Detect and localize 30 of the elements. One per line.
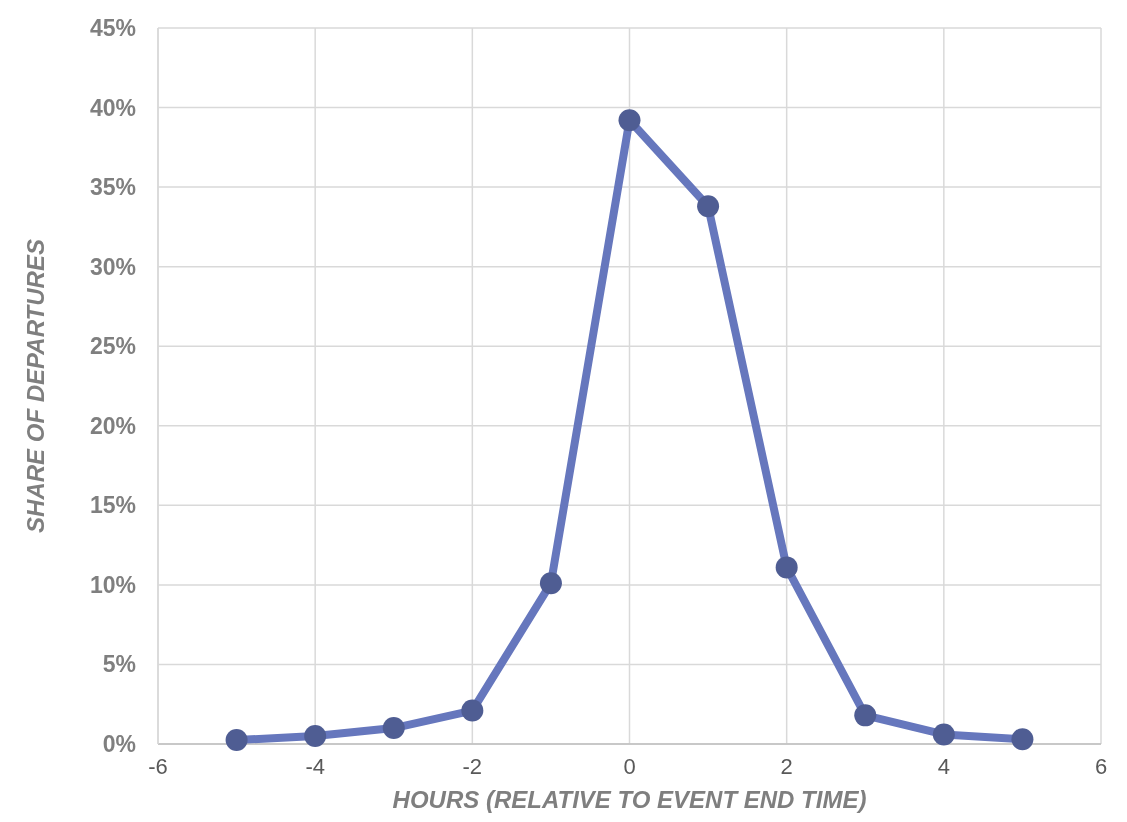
y-tick-label: 45% — [89, 15, 136, 41]
point — [932, 723, 955, 746]
point — [775, 556, 798, 579]
x-tick-label: 4 — [937, 754, 950, 779]
y-tick-label: 35% — [89, 174, 136, 201]
point — [382, 717, 405, 740]
x-tick-label: 6 — [1094, 754, 1108, 779]
point — [697, 195, 720, 218]
point — [461, 699, 484, 722]
y-tick-label: 40% — [89, 94, 136, 121]
point — [304, 725, 327, 748]
y-tick-label: 15% — [89, 492, 136, 519]
x-axis-title: HOURS (RELATIVE TO EVENT END TIME) — [392, 786, 867, 813]
point — [618, 109, 641, 132]
x-tick-label: 2 — [780, 754, 793, 779]
point — [1011, 728, 1034, 751]
point — [539, 572, 562, 595]
y-tick-label: 0% — [102, 731, 136, 757]
x-tick-label: 0 — [623, 754, 636, 779]
y-tick-label: 25% — [89, 333, 136, 360]
x-tick-label: -6 — [148, 754, 168, 779]
y-axis-title: SHARE OF DEPARTURES — [22, 239, 49, 533]
x-tick-label: -2 — [462, 754, 483, 779]
x-tick-label: -4 — [305, 754, 325, 779]
y-tick-label: 30% — [89, 253, 136, 280]
point — [854, 704, 877, 727]
y-tick-label: 10% — [89, 571, 136, 598]
y-tick-label: 5% — [102, 651, 136, 678]
y-tick-label: 20% — [89, 412, 136, 439]
point — [225, 729, 248, 752]
